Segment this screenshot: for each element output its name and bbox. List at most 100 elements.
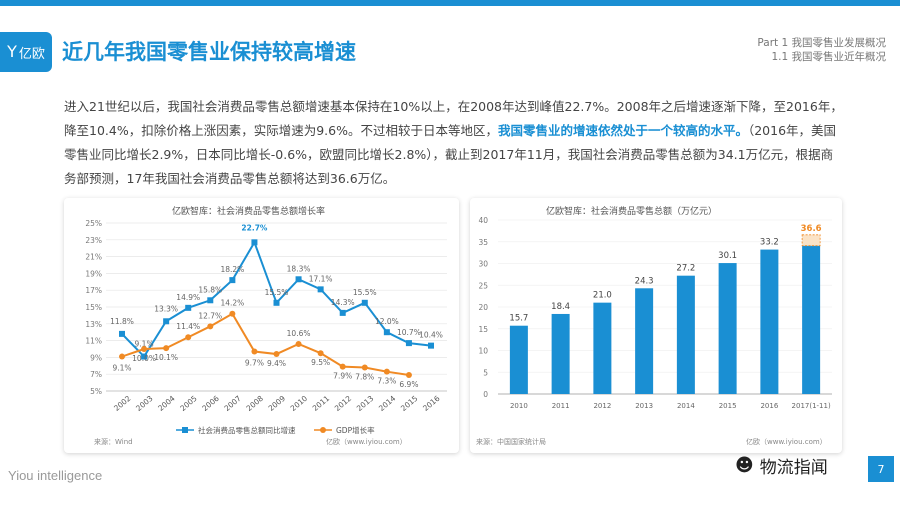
y-tick-label: 5% xyxy=(90,387,102,396)
legend-label-1: 社会消费品零售总额同比增速 xyxy=(198,425,296,435)
data-label: 21.0 xyxy=(593,291,612,301)
x-tick-label: 2015 xyxy=(399,394,420,413)
subsection-label: 1.1 我国零售业近年概况 xyxy=(771,51,886,63)
data-point xyxy=(317,350,324,357)
data-label: 10.4% xyxy=(419,331,443,340)
y-tick-label: 7% xyxy=(90,370,102,379)
data-point xyxy=(229,277,236,284)
y-tick-label: 10 xyxy=(478,347,488,356)
x-tick-label: 2013 xyxy=(635,402,653,410)
data-point xyxy=(229,310,236,317)
logo: Y 亿欧 xyxy=(0,32,52,72)
data-label: 24.3 xyxy=(635,276,654,286)
bar xyxy=(718,263,737,394)
data-label: 15.7 xyxy=(509,314,528,324)
bar xyxy=(802,245,821,394)
page-title: 近几年我国零售业保持较高增速 xyxy=(62,40,356,64)
data-point xyxy=(185,304,192,311)
data-label: 11.8% xyxy=(110,317,134,326)
data-label: 27.2 xyxy=(676,264,695,274)
y-tick-label: 17% xyxy=(85,286,102,295)
data-label: 10.6% xyxy=(287,329,311,338)
tree-logo-icon: Y xyxy=(7,42,17,61)
data-point xyxy=(119,353,125,360)
y-tick-label: 40 xyxy=(478,216,488,225)
footer-brand: Yiou intelligence xyxy=(8,468,103,483)
bar-chart-source: 来源：中国国家统计局 xyxy=(476,438,546,446)
bar xyxy=(593,302,612,394)
data-label: 10.0% xyxy=(132,354,156,363)
retail-total-chart-panel: 亿欧智库：社会消费品零售总额（万亿元） 0 5 10 15 20 25 30 35 40 2010… xyxy=(470,198,842,453)
data-label: 7.8% xyxy=(355,372,374,381)
data-point xyxy=(273,299,280,306)
x-tick-label: 2017(1-11) xyxy=(792,402,831,410)
data-label: 15.5% xyxy=(265,288,289,297)
retail-total-bar-chart: 0 5 10 15 20 25 30 35 40 2010 15.7 2011 18.4 2012 21.0… xyxy=(478,216,832,410)
x-tick-label: 2016 xyxy=(421,394,442,413)
data-label: 9.5% xyxy=(311,358,330,367)
legend-label-2: GDP增长率 xyxy=(336,425,375,435)
intro-paragraph: 进入21世纪以后，我国社会消费品零售总额增速基本保持在10%以上，在2008年达… xyxy=(64,95,844,191)
bar-chart-site: 亿欧（www.iyiou.com） xyxy=(746,438,827,446)
y-tick-label: 11% xyxy=(85,337,102,346)
data-label: 12.7% xyxy=(198,311,222,320)
data-point xyxy=(339,363,346,370)
x-tick-label: 2012 xyxy=(593,402,611,410)
x-tick-label: 2007 xyxy=(222,394,243,413)
data-point xyxy=(207,323,214,330)
x-tick-label: 2013 xyxy=(355,394,376,413)
x-tick-label: 2011 xyxy=(311,394,332,413)
top-accent-bar xyxy=(0,0,900,6)
data-label: 9.1% xyxy=(112,364,131,373)
logo-text: 亿欧 xyxy=(18,46,45,62)
data-point xyxy=(273,351,280,358)
data-label: 6.9% xyxy=(399,380,418,389)
x-tick-label: 2011 xyxy=(552,402,570,410)
line-chart-source: 来源：Wind xyxy=(94,438,133,446)
x-tick-label: 2010 xyxy=(289,394,310,413)
data-point xyxy=(295,276,302,283)
x-tick-label: 2006 xyxy=(200,394,221,413)
data-label: 17.1% xyxy=(309,274,333,283)
growth-rate-line-chart: 5%7%9%11%13%15%17%19%21%23%25%2002 2003 20… xyxy=(85,219,447,435)
data-label: 7.9% xyxy=(333,372,352,381)
data-point xyxy=(251,348,258,355)
y-tick-label: 23% xyxy=(85,236,102,245)
bar xyxy=(509,325,528,394)
wechat-account-name: 物流指闻 xyxy=(759,458,828,478)
data-label: 22.7% xyxy=(241,223,268,232)
x-tick-label: 2010 xyxy=(510,402,528,410)
x-tick-label: 2014 xyxy=(377,394,398,413)
part-label: Part 1 我国零售业发展概况 xyxy=(757,37,886,49)
data-label: 15.5% xyxy=(353,288,377,297)
data-label: 7.3% xyxy=(377,377,396,386)
header: Y 亿欧 近几年我国零售业保持较高增速 Part 1 我国零售业发展概况 1.1… xyxy=(0,18,900,78)
y-tick-label: 9% xyxy=(90,353,102,362)
growth-rate-chart-panel: 亿欧智库：社会消费品零售总额增长率 5% 7% 9% 11% 13% 15% 17% 19% 2… xyxy=(64,198,459,453)
data-point xyxy=(361,364,368,371)
y-tick-label: 30 xyxy=(478,260,488,269)
data-point xyxy=(207,297,214,304)
data-point xyxy=(119,330,125,337)
legend-marker xyxy=(182,427,188,433)
x-tick-label: 2003 xyxy=(134,394,155,413)
line-chart-site: 亿欧（www.iyiou.com） xyxy=(326,438,407,446)
x-tick-label: 2015 xyxy=(719,402,737,410)
data-point xyxy=(185,334,192,341)
data-point xyxy=(141,353,148,360)
bar xyxy=(676,275,695,394)
data-label: 15.8% xyxy=(198,285,222,294)
data-label: 9.4% xyxy=(267,359,286,368)
data-label: 18.4 xyxy=(551,302,570,312)
data-label: 30.1 xyxy=(718,251,737,261)
data-point xyxy=(251,239,258,246)
y-tick-label: 19% xyxy=(85,269,102,278)
data-label: 14.2% xyxy=(220,299,244,308)
data-point xyxy=(405,372,412,379)
y-tick-label: 15% xyxy=(85,303,102,312)
x-tick-label: 2002 xyxy=(112,394,133,413)
data-label: 13.3% xyxy=(154,304,178,313)
data-point xyxy=(383,368,390,375)
data-label: 12.0% xyxy=(375,317,399,326)
data-point xyxy=(383,329,390,336)
